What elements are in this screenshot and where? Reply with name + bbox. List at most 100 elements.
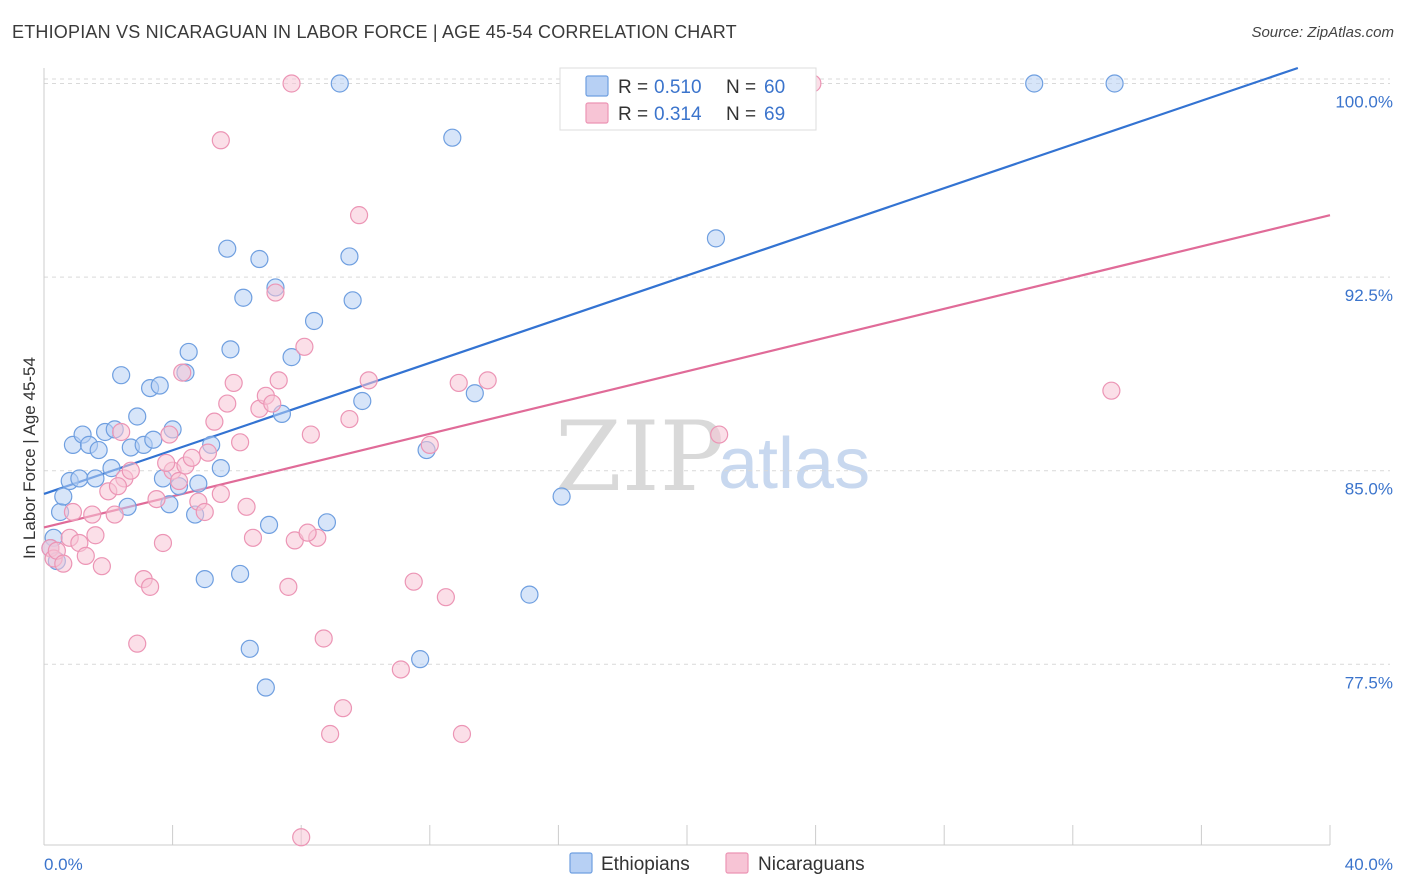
- y-tick-label-3: 100.0%: [1335, 92, 1393, 111]
- point-ethiopians-32: [218, 239, 237, 258]
- point-nicaraguans-42: [279, 577, 298, 596]
- point-ethiopians-48: [353, 391, 372, 411]
- legend-r-value-nicaraguans: 0.314: [654, 104, 702, 125]
- bottom-legend-swatch-ethiopians: [569, 852, 593, 874]
- point-nicaraguans-29: [198, 443, 218, 462]
- point-nicaraguans-67: [157, 453, 176, 473]
- point-nicaraguans-18: [140, 577, 160, 596]
- point-nicaraguans-62: [211, 131, 230, 150]
- point-ethiopians-57: [1105, 74, 1124, 93]
- point-ethiopians-56: [1025, 74, 1044, 93]
- point-nicaraguans-3: [54, 554, 73, 573]
- point-ethiopians-9: [89, 440, 108, 460]
- legend-n-value-ethiopians: 60: [764, 77, 785, 98]
- y-tick-label-2: 92.5%: [1345, 286, 1393, 305]
- y-tick-label-0: 77.5%: [1345, 673, 1393, 692]
- legend-swatch-nicaraguans: [585, 102, 609, 124]
- point-ethiopians-47: [343, 291, 362, 310]
- point-nicaraguans-12: [105, 505, 124, 524]
- point-ethiopians-31: [211, 459, 230, 478]
- trend-line-ethiopians: [43, 66, 1299, 495]
- point-nicaraguans-48: [321, 724, 340, 744]
- point-ethiopians-35: [234, 288, 253, 307]
- point-ethiopians-19: [144, 430, 163, 449]
- trend-line-nicaraguans: [43, 214, 1331, 529]
- point-ethiopians-39: [259, 515, 279, 535]
- point-nicaraguans-60: [710, 425, 729, 444]
- legend: R = 0.510 N = 60 R = 0.314 N = 69: [559, 67, 817, 131]
- point-ethiopians-45: [330, 74, 349, 93]
- x-tick-label-40: 40.0%: [1345, 855, 1393, 874]
- watermark-zip: ZIP: [555, 401, 724, 513]
- point-nicaraguans-68: [108, 477, 128, 496]
- chart-title: ETHIOPIAN VS NICARAGUAN IN LABOR FORCE |…: [12, 22, 737, 42]
- point-nicaraguans-19: [147, 489, 166, 509]
- point-ethiopians-51: [443, 128, 462, 147]
- point-nicaraguans-34: [231, 433, 250, 452]
- point-nicaraguans-10: [92, 557, 111, 576]
- point-ethiopians-49: [411, 650, 430, 669]
- point-nicaraguans-31: [211, 484, 230, 504]
- point-nicaraguans-50: [340, 409, 359, 429]
- point-ethiopians-37: [250, 249, 269, 269]
- point-ethiopians-20: [150, 376, 169, 395]
- point-nicaraguans-13: [112, 422, 131, 442]
- point-nicaraguans-35: [237, 497, 256, 516]
- point-ethiopians-53: [520, 585, 539, 604]
- point-ethiopians-16: [128, 407, 147, 426]
- scatter-points: [41, 74, 1124, 847]
- y-tick-labels: 77.5% 85.0% 92.5% 100.0%: [1335, 92, 1393, 692]
- point-nicaraguans-39: [263, 394, 282, 413]
- point-ethiopians-33: [221, 340, 240, 359]
- point-nicaraguans-9: [86, 526, 105, 545]
- bottom-legend-swatch-nicaraguans: [725, 852, 749, 874]
- point-ethiopians-34: [231, 564, 250, 584]
- point-nicaraguans-21: [160, 425, 179, 444]
- point-nicaraguans-16: [128, 634, 147, 653]
- point-nicaraguans-65: [292, 828, 311, 847]
- point-nicaraguans-49: [333, 699, 353, 718]
- point-nicaraguans-57: [449, 373, 468, 393]
- legend-swatch-ethiopians: [585, 75, 609, 97]
- legend-n-value-nicaraguans: 69: [764, 104, 785, 125]
- point-nicaraguans-41: [266, 283, 285, 302]
- point-ethiopians-2: [54, 487, 73, 506]
- point-ethiopians-38: [256, 678, 275, 697]
- point-ethiopians-26: [179, 342, 198, 362]
- point-nicaraguans-30: [205, 412, 224, 431]
- point-nicaraguans-24: [173, 363, 192, 382]
- bottom-legend-label-ethiopians: Ethiopians: [601, 854, 690, 875]
- point-nicaraguans-32: [218, 394, 237, 413]
- point-nicaraguans-26: [182, 448, 201, 467]
- point-ethiopians-55: [706, 229, 726, 248]
- y-axis-title: In Labor Force | Age 45-54: [20, 357, 39, 559]
- point-nicaraguans-51: [349, 206, 369, 225]
- source-label: Source: ZipAtlas.com: [1251, 24, 1394, 41]
- point-nicaraguans-36: [243, 528, 263, 547]
- point-ethiopians-36: [240, 639, 259, 658]
- point-ethiopians-29: [195, 570, 214, 589]
- point-ethiopians-43: [304, 311, 324, 331]
- point-nicaraguans-56: [436, 588, 455, 607]
- legend-r-value-ethiopians: 0.510: [654, 77, 702, 98]
- point-ethiopians-5: [70, 469, 89, 488]
- y-tick-label-1: 85.0%: [1345, 480, 1393, 499]
- point-nicaraguans-55: [420, 435, 439, 454]
- point-nicaraguans-7: [76, 546, 95, 565]
- point-nicaraguans-28: [195, 502, 214, 522]
- legend-r-label-ethiopians: R =: [618, 77, 648, 98]
- point-nicaraguans-52: [359, 371, 378, 390]
- point-nicaraguans-63: [282, 74, 301, 93]
- point-ethiopians-13: [112, 366, 131, 385]
- point-ethiopians-52: [465, 384, 484, 403]
- point-nicaraguans-53: [391, 660, 410, 679]
- point-nicaraguans-59: [478, 371, 497, 390]
- point-nicaraguans-20: [153, 533, 173, 553]
- point-nicaraguans-23: [169, 471, 189, 491]
- legend-r-label-nicaraguans: R =: [618, 104, 648, 125]
- point-ethiopians-11: [102, 459, 121, 478]
- bottom-legend-label-nicaraguans: Nicaraguans: [758, 854, 865, 875]
- trend-lines: [43, 66, 1331, 529]
- point-ethiopians-54: [552, 487, 571, 506]
